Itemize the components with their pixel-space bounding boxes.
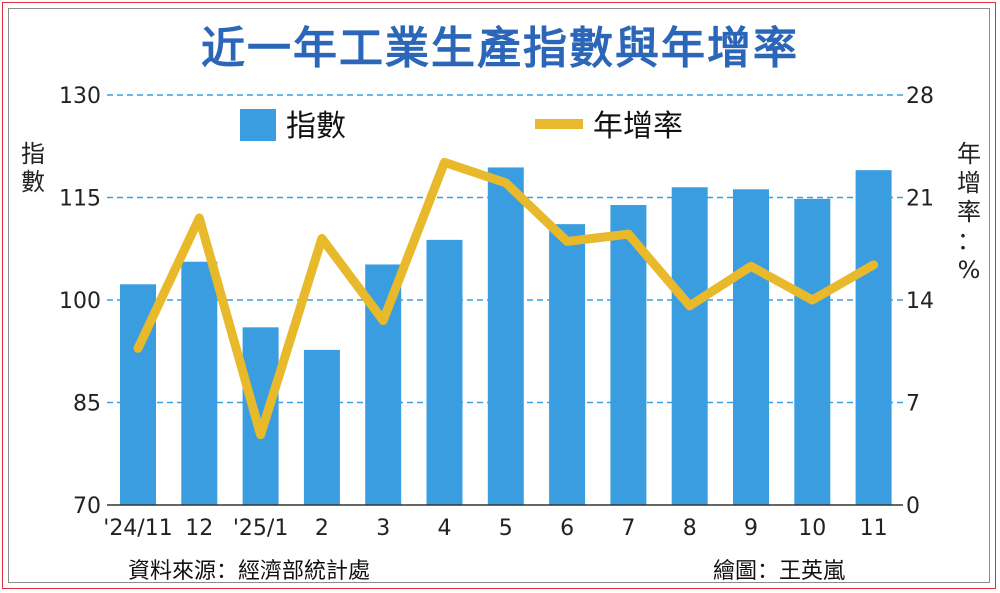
legend-label-line: 年增率 (593, 109, 683, 144)
y-left-tick-label: 115 (59, 187, 101, 212)
source-note: 資料來源：經濟部統計處 (128, 559, 371, 584)
y-right-tick-label: 7 (906, 392, 920, 417)
bar (303, 349, 340, 505)
bar (733, 189, 769, 506)
y-axis-right-label-text: 年增率：% (952, 140, 986, 285)
bar (487, 167, 524, 505)
bar (181, 261, 218, 505)
bar (794, 198, 831, 505)
bar (242, 327, 279, 505)
bar (549, 224, 586, 505)
axis-label-char: 年 (957, 140, 981, 168)
y-right-tick-label: 28 (906, 84, 934, 109)
x-tick-label: '24/11 (103, 516, 172, 541)
y-right-tick-label: 21 (906, 187, 934, 212)
y-left-tick-label: 100 (59, 289, 101, 314)
line-point (443, 161, 446, 164)
x-tick-label: 6 (560, 516, 574, 541)
line-point (688, 304, 691, 307)
axis-label-char: 增 (957, 169, 981, 197)
line-point (320, 237, 323, 240)
y-left-tick-label: 70 (73, 494, 101, 519)
credit-note: 繪圖：王英嵐 (713, 559, 846, 584)
y-axis-left-label: 指數 (18, 140, 48, 196)
y-right-tick-label: 14 (906, 289, 934, 314)
axis-label-char: ： (957, 227, 981, 255)
x-tick-label: 2 (315, 516, 329, 541)
x-tick-label: '25/1 (233, 516, 288, 541)
line-point (872, 263, 875, 266)
x-tick-label: 11 (860, 516, 888, 541)
chart-title: 近一年工業生產指數與年增率 (201, 23, 799, 74)
x-tick-label: 3 (376, 516, 390, 541)
x-tick-label: 10 (798, 516, 826, 541)
y-left-tick-label: 85 (73, 392, 101, 417)
line-point (504, 181, 507, 184)
x-tick-label: 8 (683, 516, 697, 541)
y-left-tick-label: 130 (59, 84, 101, 109)
legend-swatch-line (535, 119, 583, 129)
bar (671, 187, 708, 505)
x-tick-label: 5 (499, 516, 513, 541)
line-point (137, 347, 139, 350)
y-axis-left-label-text: 指數 (18, 140, 48, 196)
line-point (750, 265, 752, 268)
axis-label-char: 數 (21, 168, 45, 196)
axis-label-char: 率 (957, 198, 981, 226)
x-tick-label: 4 (438, 516, 452, 541)
y-axis-right-label: 年增率：% (952, 140, 986, 285)
axis-label-char: % (957, 256, 981, 284)
axis-label-char: 指 (21, 140, 45, 168)
y-right-tick-label: 0 (906, 494, 920, 519)
line-point (627, 233, 630, 236)
line-point (382, 319, 385, 322)
line-point (566, 240, 569, 243)
bar (855, 170, 892, 505)
x-tick-label: 12 (185, 516, 213, 541)
line-point (198, 217, 201, 219)
x-tick-label: 9 (744, 516, 758, 541)
line-point (259, 433, 262, 436)
x-tick-label: 7 (621, 516, 635, 541)
legend-swatch-bar (240, 109, 276, 141)
legend-label-bar: 指數 (286, 109, 346, 144)
bar (426, 239, 463, 505)
inner-frame (8, 8, 990, 583)
line-point (811, 299, 814, 301)
